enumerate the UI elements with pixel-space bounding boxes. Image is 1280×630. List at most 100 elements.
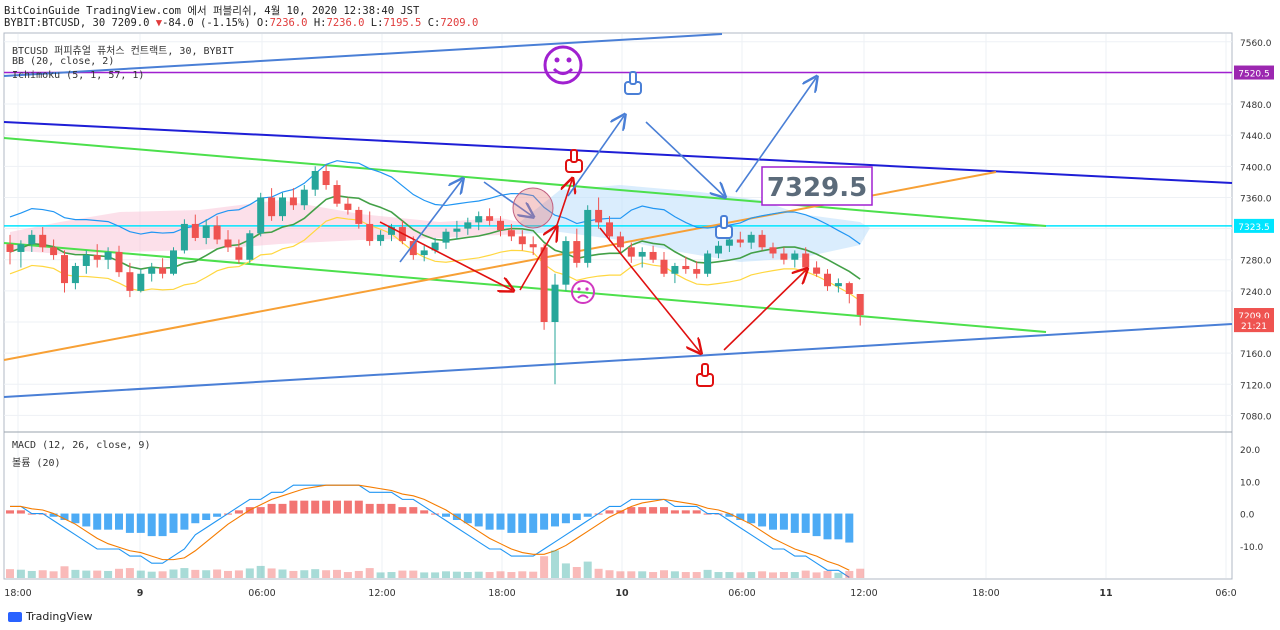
candle-body — [137, 273, 145, 291]
volume-bar — [93, 570, 102, 578]
drawings — [3, 33, 1233, 398]
volume-bar — [234, 570, 243, 578]
macd-bar — [529, 513, 538, 533]
candle-body — [736, 239, 744, 243]
volume-bar — [398, 570, 407, 578]
volume-bar — [518, 571, 527, 578]
volume-bar — [692, 572, 701, 578]
candle-body — [845, 283, 853, 294]
candle-body — [17, 244, 25, 252]
macd-bar — [365, 503, 374, 514]
open-label: O: — [256, 17, 270, 29]
macd-bar — [747, 513, 756, 524]
volume-bar — [104, 570, 113, 578]
macd-tick-label: -10.0 — [1240, 543, 1264, 553]
candle-body — [606, 222, 613, 237]
volume-bar — [343, 572, 352, 578]
candles — [6, 164, 864, 385]
macd-bar — [115, 513, 123, 530]
macd-bar — [801, 513, 810, 533]
candle-body — [61, 255, 68, 284]
ichimoku-cloud-bearish — [10, 200, 520, 254]
macd-tick-label: 10.0 — [1240, 478, 1260, 488]
candle-body — [246, 233, 254, 260]
candle-body — [824, 273, 831, 287]
volume-bar — [540, 556, 549, 578]
candle-body — [268, 197, 276, 217]
volume-bar — [551, 550, 559, 578]
volume-bar — [256, 565, 265, 578]
tradingview-logo[interactable]: TradingView — [8, 610, 92, 623]
arrow-blue — [483, 181, 532, 216]
candle-body — [649, 251, 657, 260]
volume-bar — [71, 569, 80, 578]
time-tick-label: 06:0 — [1215, 588, 1236, 599]
volume-bar — [278, 569, 287, 578]
candle-body — [355, 209, 363, 224]
macd-line — [10, 484, 850, 578]
macd-bar — [725, 513, 734, 517]
candle-body — [671, 265, 679, 274]
volume-bar — [431, 572, 440, 578]
candle-body — [442, 231, 450, 243]
open-value: 7236.0 — [269, 17, 308, 29]
candle-body — [834, 283, 842, 287]
pointing-hand-icon — [624, 71, 642, 95]
candle-body — [507, 230, 515, 237]
main-series-legend: BTCUSD 퍼피츄얼 퓨처스 컨트랙트, 30, BYBIT — [12, 46, 234, 57]
volume-bar — [714, 572, 723, 578]
price-label-box — [1234, 218, 1274, 233]
candle-body — [595, 209, 603, 223]
volume-bar — [333, 569, 341, 578]
macd-bar — [834, 513, 843, 540]
macd-bar — [71, 513, 80, 524]
macd-bar — [158, 513, 167, 537]
candle-body — [235, 247, 243, 260]
time-tick-label: 18:00 — [488, 588, 515, 599]
volume-bar — [725, 572, 734, 578]
volume-bar — [561, 563, 570, 578]
close-value: 7209.0 — [440, 17, 479, 29]
volume-bar — [583, 561, 592, 578]
volume-pane — [6, 550, 865, 578]
low-label: L: — [370, 17, 384, 29]
volume-bar — [376, 572, 385, 578]
volume-bar — [845, 570, 854, 578]
macd-bar — [311, 500, 320, 514]
down-triangle-icon: ▼ — [155, 17, 163, 29]
volume-bar — [245, 568, 254, 578]
candle-body — [170, 250, 177, 274]
price-tick-label: 7400.0 — [1240, 163, 1272, 173]
candle-body — [279, 197, 286, 217]
arrow-red — [519, 228, 556, 291]
macd-bar — [278, 503, 287, 514]
price-tick-label: 7080.0 — [1240, 412, 1272, 422]
volume-bar — [267, 568, 276, 578]
volume-bar — [213, 569, 222, 578]
arrow-blue — [399, 180, 462, 263]
macd-bar — [322, 500, 331, 514]
highlight-circle — [512, 187, 554, 229]
volume-bar — [38, 570, 47, 578]
volume-bar — [681, 572, 690, 578]
price-axis: 7560.07520.07480.07440.07400.07360.07320… — [1234, 39, 1274, 422]
macd-bar — [213, 513, 222, 517]
time-tick-label: 18:00 — [972, 588, 999, 599]
volume-bar — [703, 569, 712, 578]
candle-body — [409, 241, 417, 256]
candle-body — [71, 265, 79, 284]
candle-body — [333, 185, 341, 204]
price-tick-label: 7560.0 — [1240, 39, 1272, 49]
price-label-text: 7520.5 — [1238, 70, 1270, 80]
macd-bar — [420, 510, 429, 514]
macd-bar — [442, 513, 450, 517]
volume-bar — [27, 570, 36, 578]
volume-bar — [812, 572, 821, 578]
smiley-icon — [543, 45, 583, 85]
volume-bar — [354, 570, 363, 578]
candle-body — [431, 242, 439, 251]
price-change: -84.0 (-1.15%) — [162, 17, 251, 29]
time-tick-label: 12:00 — [850, 588, 877, 599]
macd-bar — [49, 513, 58, 517]
